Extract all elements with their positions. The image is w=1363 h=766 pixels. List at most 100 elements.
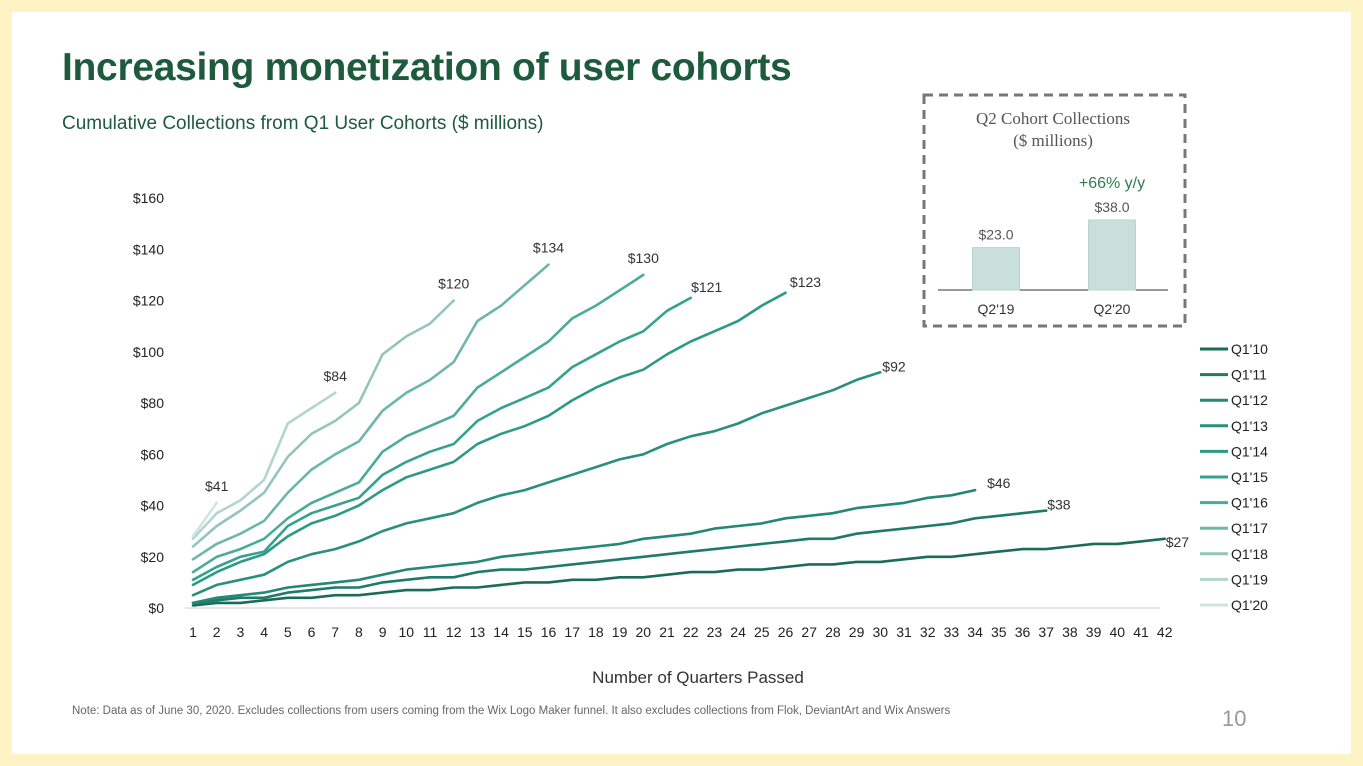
x-tick-label: 36 [1015,624,1031,640]
x-tick-label: 38 [1062,624,1078,640]
legend-label: Q1'13 [1231,418,1268,434]
legend-label: Q1'20 [1231,597,1268,613]
inset-subtitle: ($ millions) [1013,131,1093,150]
x-tick-label: 31 [896,624,912,640]
x-tick-label: 35 [991,624,1007,640]
x-tick-label: 25 [754,624,770,640]
inset-title: Q2 Cohort Collections [976,109,1130,128]
x-tick-label: 4 [260,624,268,640]
x-tick-label: 12 [446,624,462,640]
growth-annotation: +66% y/y [1079,175,1145,192]
series-end-label: $92 [882,358,906,374]
y-tick-label: $60 [141,446,165,462]
y-tick-label: $160 [133,190,164,206]
x-tick-label: 16 [541,624,557,640]
x-tick-label: 32 [920,624,936,640]
series-line [191,291,787,587]
x-tick-label: 39 [1086,624,1102,640]
x-tick-label: 19 [612,624,628,640]
series-line [191,537,1166,607]
x-tick-label: 3 [237,624,245,640]
inset-category-label: Q2'19 [978,301,1015,317]
legend-label: Q1'14 [1231,443,1268,459]
x-tick-label: 30 [873,624,889,640]
series-end-label: $41 [205,478,229,494]
series-line [191,370,882,597]
x-tick-label: 1 [189,624,197,640]
x-tick-label: 33 [944,624,960,640]
series-line [191,299,456,548]
x-tick-label: 14 [493,624,509,640]
legend-label: Q1'11 [1231,367,1267,383]
x-tick-label: 26 [778,624,794,640]
series-end-label: $46 [987,475,1011,491]
y-tick-label: $20 [141,549,165,565]
y-tick-label: $80 [141,395,165,411]
x-tick-label: 9 [379,624,387,640]
x-tick-label: 10 [399,624,415,640]
x-tick-label: 13 [470,624,486,640]
page-subtitle: Cumulative Collections from Q1 User Coho… [62,113,544,134]
x-tick-label: 6 [308,624,316,640]
x-tick-label: 41 [1133,624,1149,640]
inset-category-label: Q2'20 [1094,301,1131,317]
series-end-label: $134 [533,240,564,256]
inset-bar-value: $38.0 [1094,199,1129,215]
x-tick-label: 27 [801,624,817,640]
legend-label: Q1'12 [1231,392,1268,408]
x-tick-label: 37 [1038,624,1054,640]
x-tick-label: 40 [1110,624,1126,640]
series-end-label: $123 [790,274,821,290]
legend-label: Q1'10 [1231,341,1268,357]
x-tick-label: 5 [284,624,292,640]
y-tick-label: $40 [141,498,165,514]
x-tick-label: 2 [213,624,221,640]
inset-border [922,93,1187,328]
legend-label: Q1'19 [1231,571,1268,587]
x-tick-label: 8 [355,624,363,640]
x-tick-label: 28 [825,624,841,640]
x-tick-label: 11 [423,624,438,640]
inset-bar-value: $23.0 [978,227,1013,243]
series-line [191,273,645,574]
x-tick-label: 29 [849,624,865,640]
inset-bar [1088,219,1136,291]
series-line [191,263,550,561]
series-end-label: $38 [1047,497,1071,513]
series-end-label: $84 [324,368,348,384]
series-end-label: $27 [1166,534,1190,550]
x-tick-label: 7 [331,624,339,640]
x-tick-label: 23 [707,624,723,640]
footnote: Note: Data as of June 30, 2020. Excludes… [72,705,951,717]
x-tick-label: 21 [659,624,675,640]
series-end-label: $120 [438,276,469,292]
y-tick-label: $140 [133,241,164,257]
x-axis-title: Number of Quarters Passed [592,668,804,687]
series-line [191,296,693,582]
series-line [191,509,1048,605]
series-end-label: $121 [691,279,722,295]
inset-bar [972,247,1020,291]
x-tick-label: 17 [564,624,580,640]
y-tick-label: $100 [133,344,164,360]
x-tick-label: 18 [588,624,604,640]
page-title: Increasing monetization of user cohorts [62,46,792,89]
page-number: 10 [1222,706,1247,731]
x-tick-label: 20 [636,624,652,640]
series-line [191,391,337,541]
y-tick-label: $120 [133,293,164,309]
legend-label: Q1'15 [1231,469,1268,485]
y-tick-label: $0 [148,600,164,616]
series-end-label: $130 [628,250,659,266]
series-line [191,488,977,605]
x-tick-label: 15 [517,624,533,640]
x-tick-label: 42 [1157,624,1173,640]
x-tick-label: 34 [967,624,983,640]
legend-label: Q1'18 [1231,546,1268,562]
legend-label: Q1'17 [1231,520,1268,536]
series-line [191,501,218,538]
x-tick-label: 24 [730,624,746,640]
legend-label: Q1'16 [1231,495,1268,511]
